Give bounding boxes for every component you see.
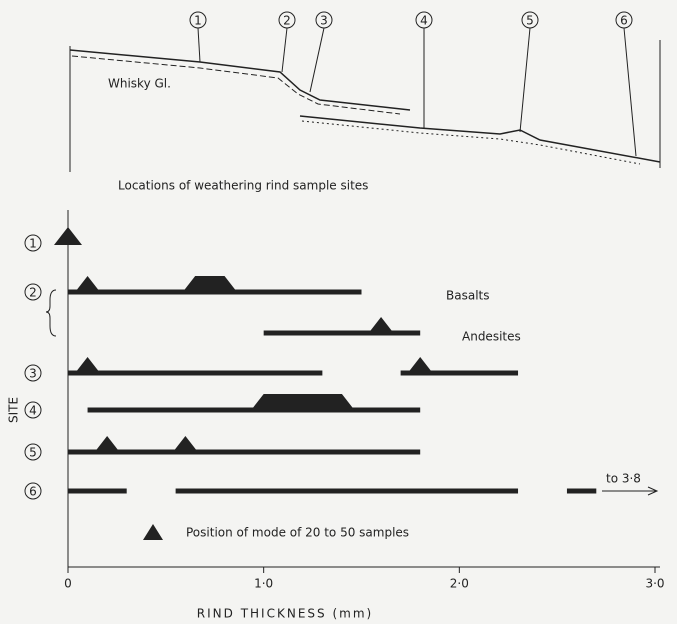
mode-marker xyxy=(93,436,121,454)
ground-surface xyxy=(300,116,660,162)
y-axis-label: SITE xyxy=(7,397,21,423)
site-label: 2 xyxy=(29,286,37,300)
mode-marker xyxy=(367,317,395,335)
row-label: Basalts xyxy=(446,289,489,303)
mode-marker xyxy=(74,357,102,375)
marker-label: 5 xyxy=(526,14,534,28)
site-label: 6 xyxy=(29,485,37,499)
mode-marker xyxy=(74,276,102,294)
range-bar xyxy=(264,331,421,336)
mode-marker xyxy=(181,276,238,294)
x-axis-label: RIND THICKNESS (mm) xyxy=(197,607,373,621)
legend-marker xyxy=(143,524,163,540)
mode-marker xyxy=(54,227,82,245)
profile-diagram: Whisky Gl. Locations of weathering rind … xyxy=(70,40,660,193)
marker-label: 6 xyxy=(620,14,628,28)
marker-leader xyxy=(310,28,324,92)
marker-leader xyxy=(520,28,530,132)
range-bar xyxy=(68,489,127,494)
site-label: 5 xyxy=(29,446,37,460)
marker-label: 1 xyxy=(194,14,202,28)
marker-leader xyxy=(624,28,636,156)
range-bar xyxy=(567,489,596,494)
marker-leader xyxy=(198,28,200,62)
profile-caption: Locations of weathering rind sample site… xyxy=(118,179,368,193)
glacier-label: Whisky Gl. xyxy=(108,77,171,91)
moraine-hatch xyxy=(302,121,640,164)
marker-leader xyxy=(282,28,287,72)
row-label: Andesites xyxy=(462,330,521,344)
marker-label: 2 xyxy=(283,14,291,28)
site-label: 4 xyxy=(29,404,37,418)
mode-marker xyxy=(250,394,356,412)
site-bracket xyxy=(46,290,56,336)
marker-label: 4 xyxy=(420,14,428,28)
legend-label: Position of mode of 20 to 50 samples xyxy=(186,526,409,540)
site-label: 3 xyxy=(29,367,37,381)
range-bar xyxy=(176,489,518,494)
marker-label: 3 xyxy=(320,14,328,28)
x-tick-label: 2·0 xyxy=(450,577,469,591)
range-bar xyxy=(68,371,322,376)
x-tick-label: 3·0 xyxy=(645,577,664,591)
x-tick-label: 0 xyxy=(64,577,72,591)
figure: Whisky Gl. Locations of weathering rind … xyxy=(0,0,677,624)
range-annotation: to 3·8 xyxy=(606,472,641,486)
site-label: 1 xyxy=(29,237,37,251)
x-tick-label: 1·0 xyxy=(254,577,273,591)
mode-marker xyxy=(171,436,199,454)
mode-marker xyxy=(406,357,434,375)
